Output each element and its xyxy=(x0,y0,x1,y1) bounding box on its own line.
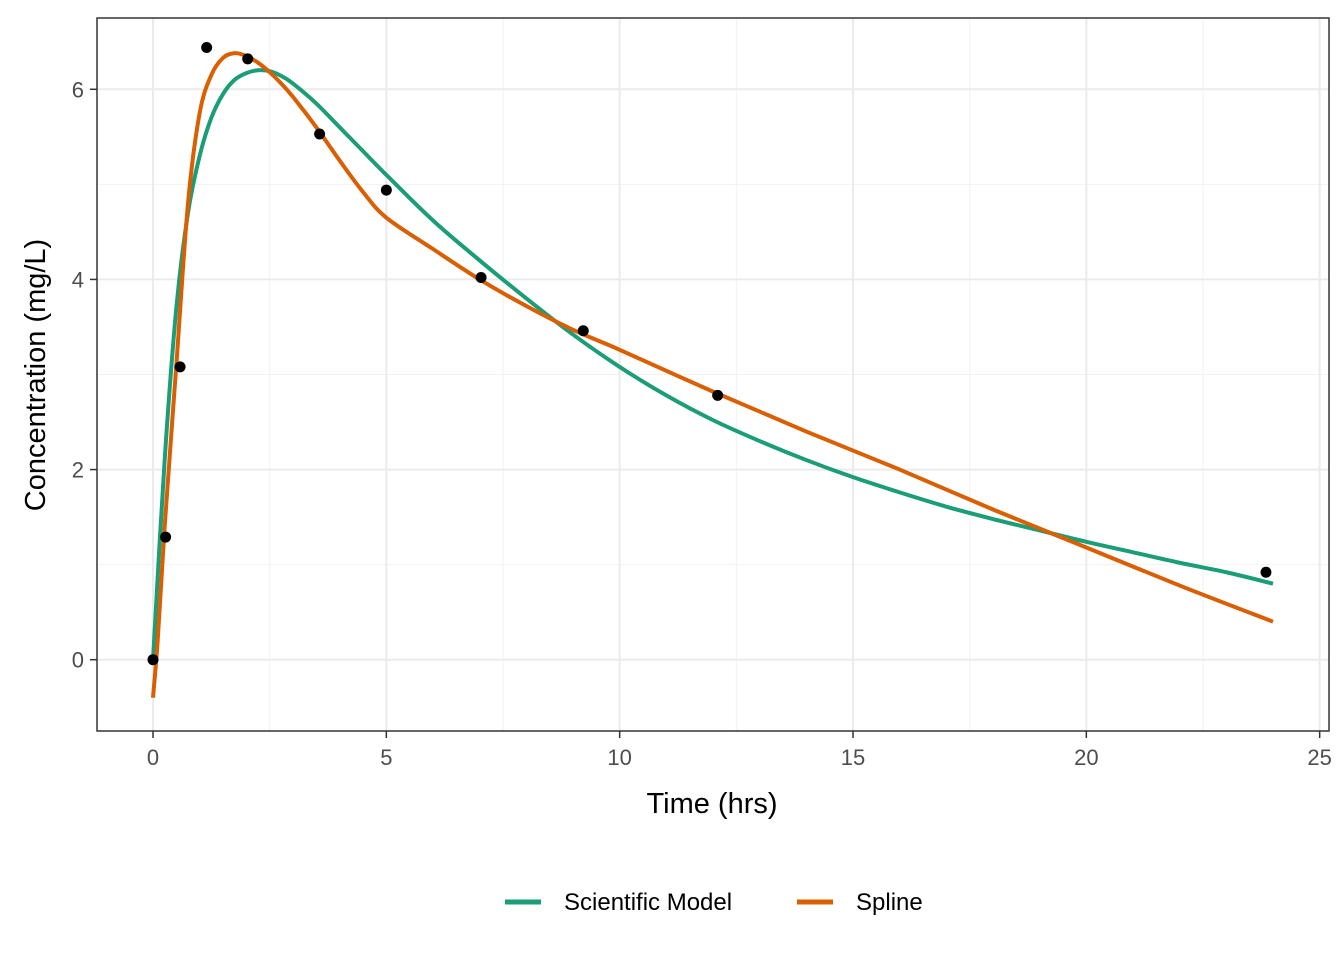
observation-points xyxy=(147,41,1272,666)
x-axis-ticks: 0 5 10 15 20 25 xyxy=(147,731,1332,770)
observation-point xyxy=(147,654,159,666)
observation-point xyxy=(160,531,172,543)
observation-point xyxy=(380,184,392,196)
legend-label-spline: Spline xyxy=(856,889,923,916)
x-tick-label: 25 xyxy=(1307,745,1331,770)
observation-point xyxy=(314,128,326,140)
x-tick-label: 20 xyxy=(1074,745,1098,770)
observation-point xyxy=(201,41,213,53)
series-line-spline xyxy=(151,51,1274,698)
observation-point xyxy=(1260,566,1272,578)
y-tick-label: 4 xyxy=(72,267,84,292)
observation-point xyxy=(174,361,186,373)
y-tick-label: 6 xyxy=(72,77,84,102)
observation-point xyxy=(577,325,589,337)
observation-point xyxy=(242,53,254,65)
x-tick-label: 5 xyxy=(380,745,392,770)
panel-border xyxy=(96,17,1330,732)
y-tick-label: 0 xyxy=(72,648,84,673)
legend-label-scientific-model: Scientific Model xyxy=(564,889,732,916)
legend: Scientific Model Spline xyxy=(505,889,923,916)
series-layer xyxy=(151,51,1274,698)
x-axis-title: Time (hrs) xyxy=(646,788,777,820)
series-line-scientific-model xyxy=(151,68,1274,660)
y-tick-label: 2 xyxy=(72,458,84,483)
x-tick-label: 10 xyxy=(607,745,631,770)
x-tick-label: 15 xyxy=(841,745,865,770)
observation-point xyxy=(712,389,724,401)
x-tick-label: 0 xyxy=(147,745,159,770)
y-axis-title: Concentration (mg/L) xyxy=(20,239,52,511)
y-axis-ticks: 0 2 4 6 xyxy=(72,77,97,673)
observation-point xyxy=(475,272,487,284)
